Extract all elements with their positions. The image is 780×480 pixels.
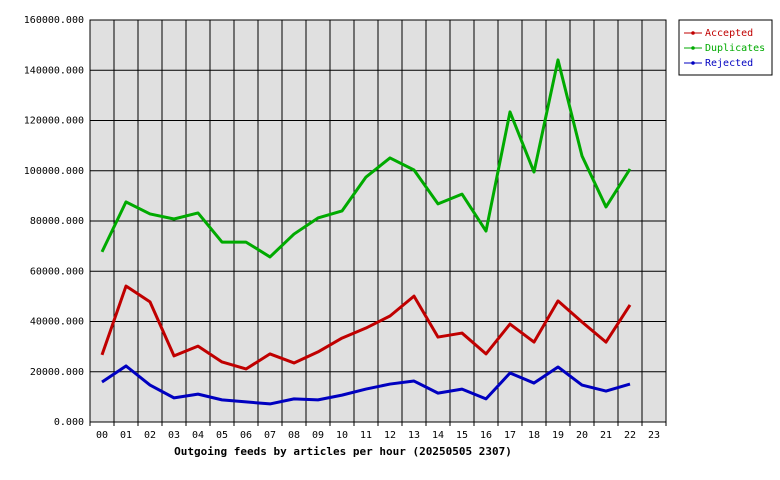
x-tick-label: 11 bbox=[360, 430, 372, 441]
x-tick-label: 10 bbox=[336, 430, 348, 441]
y-tick-label: 100000.000 bbox=[24, 166, 84, 177]
x-tick-label: 01 bbox=[120, 430, 132, 441]
x-tick-label: 23 bbox=[648, 430, 660, 441]
y-tick-label: 60000.000 bbox=[30, 266, 84, 277]
y-tick-label: 40000.000 bbox=[30, 317, 84, 328]
x-tick-label: 16 bbox=[480, 430, 492, 441]
x-tick-label: 22 bbox=[624, 430, 636, 441]
x-tick-label: 08 bbox=[288, 430, 300, 441]
legend-label: Accepted bbox=[705, 28, 753, 39]
y-tick-label: 120000.000 bbox=[24, 116, 84, 127]
chart-title: Outgoing feeds by articles per hour (202… bbox=[174, 445, 512, 458]
series-line bbox=[100, 58, 632, 259]
x-tick-label: 02 bbox=[144, 430, 156, 441]
x-tick-label: 18 bbox=[528, 430, 540, 441]
legend-marker bbox=[691, 61, 695, 65]
series-line bbox=[101, 364, 631, 406]
x-tick-label: 13 bbox=[408, 430, 420, 441]
x-tick-label: 03 bbox=[168, 430, 180, 441]
x-tick-label: 04 bbox=[192, 430, 204, 441]
x-tick-label: 00 bbox=[96, 430, 108, 441]
legend-label: Rejected bbox=[705, 58, 753, 69]
x-tick-label: 07 bbox=[264, 430, 276, 441]
legend-label: Duplicates bbox=[705, 43, 765, 54]
x-tick-label: 20 bbox=[576, 430, 588, 441]
x-tick-label: 05 bbox=[216, 430, 228, 441]
legend-marker bbox=[691, 31, 695, 35]
series-line bbox=[100, 284, 632, 371]
x-tick-label: 21 bbox=[600, 430, 612, 441]
x-tick-label: 17 bbox=[504, 430, 516, 441]
y-tick-label: 20000.000 bbox=[30, 367, 84, 378]
x-tick-label: 06 bbox=[240, 430, 252, 441]
y-tick-label: 0.000 bbox=[54, 417, 84, 428]
x-tick-label: 15 bbox=[456, 430, 468, 441]
x-tick-label: 12 bbox=[384, 430, 396, 441]
x-tick-label: 19 bbox=[552, 430, 564, 441]
y-tick-label: 80000.000 bbox=[30, 216, 84, 227]
x-tick-label: 14 bbox=[432, 430, 444, 441]
x-tick-label: 09 bbox=[312, 430, 324, 441]
y-tick-label: 160000.000 bbox=[24, 15, 84, 26]
legend-marker bbox=[691, 46, 695, 50]
y-tick-label: 140000.000 bbox=[24, 65, 84, 76]
